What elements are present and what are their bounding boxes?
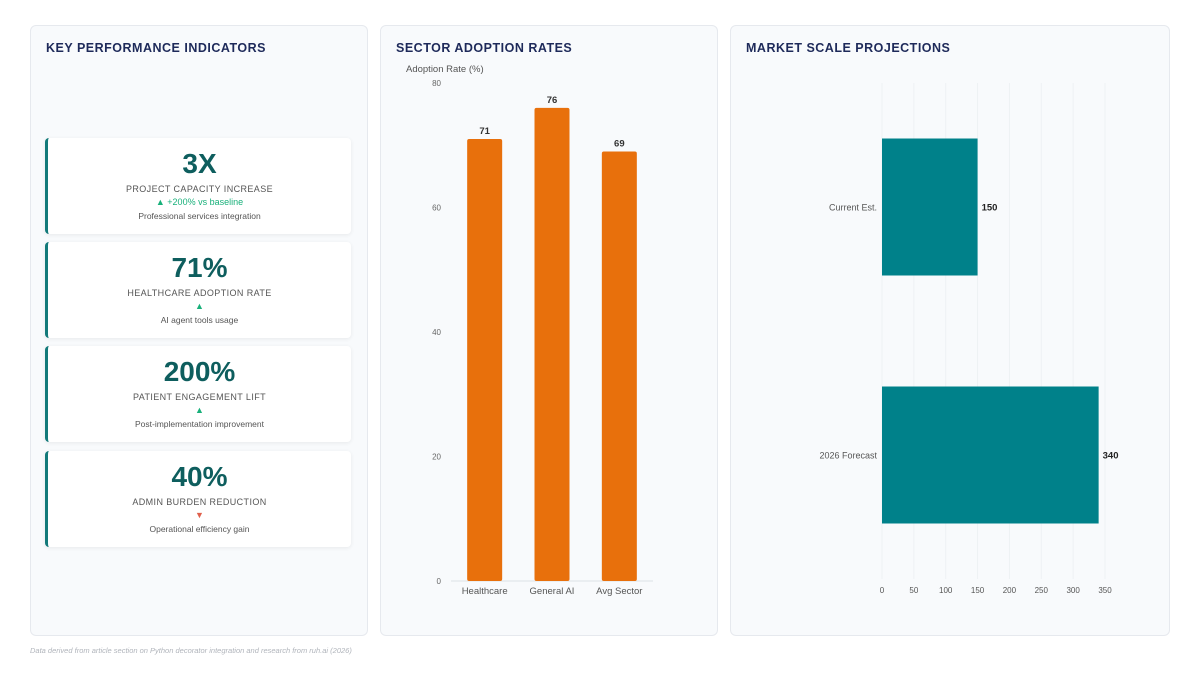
- y-tick-label: 0: [437, 577, 442, 586]
- kpi-card-healthcare: 71% HEALTHCARE ADOPTION RATE ▲ AI agent …: [45, 242, 351, 338]
- kpi-note: Post-implementation improvement: [135, 419, 264, 429]
- bar-2026-forecast: [882, 386, 1099, 524]
- bar-healthcare: [467, 139, 503, 581]
- kpi-label: HEALTHCARE ADOPTION RATE: [127, 288, 272, 298]
- y-tick-label: 60: [432, 204, 441, 213]
- market-scale-chart: 0 50 100 150 200 250 300 350 150 Current Est. 340 2…: [819, 83, 1119, 595]
- kpi-label: PROJECT CAPACITY INCREASE: [125, 184, 274, 194]
- data-label: 150: [982, 203, 998, 214]
- kpi-value: 3X: [182, 148, 217, 179]
- kpi-note: Professional services integration: [138, 211, 261, 221]
- x-tick-label: 200: [1003, 586, 1017, 595]
- x-tick-label: 250: [1035, 586, 1049, 595]
- kpi-panel: KEY PERFORMANCE INDICATORS 3X PROJECT CA…: [30, 25, 368, 636]
- x-tick-label: 0: [880, 586, 885, 595]
- kpi-panel-title: KEY PERFORMANCE INDICATORS: [46, 41, 266, 55]
- kpi-delta-up: ▲ +200% vs baseline: [155, 197, 244, 207]
- bar-avg-sector: [601, 151, 637, 581]
- kpi-delta-up: ▲: [195, 405, 204, 415]
- bar-current-est-: [882, 138, 978, 276]
- y-tick-label: 40: [432, 328, 441, 337]
- kpi-value: 40%: [171, 461, 228, 492]
- y-tick-label: 20: [432, 453, 441, 462]
- x-tick-label: 150: [971, 586, 985, 595]
- market-panel-title: MARKET SCALE PROJECTIONS: [746, 41, 951, 55]
- kpi-label: PATIENT ENGAGEMENT LIFT: [132, 392, 267, 402]
- sector-adoption-chart: Adoption Rate (%) 0 20 40 60 80 71 Healthcare 76…: [406, 64, 653, 597]
- kpi-card-admin: 40% ADMIN BURDEN REDUCTION ▼ Operational…: [45, 451, 351, 547]
- x-tick-label: 350: [1098, 586, 1112, 595]
- kpi-card-engagement: 200% PATIENT ENGAGEMENT LIFT ▲ Post-impl…: [45, 346, 351, 442]
- kpi-note: AI agent tools usage: [160, 315, 239, 325]
- y-tick-label: 80: [432, 79, 441, 88]
- x-tick-label: Avg Sector: [596, 586, 642, 597]
- kpi-label: ADMIN BURDEN REDUCTION: [132, 497, 267, 507]
- sector-panel: SECTOR ADOPTION RATES Adoption Rate (%) 0…: [380, 25, 718, 636]
- kpi-delta-up: ▲: [195, 301, 204, 311]
- x-tick-label: 100: [939, 586, 953, 595]
- bar-general-ai: [534, 107, 570, 582]
- kpi-note: Operational efficiency gain: [149, 524, 250, 534]
- kpi-value: 200%: [163, 356, 236, 387]
- footer-note: Data derived from article section on Pyt…: [30, 646, 352, 655]
- x-tick-label: 50: [909, 586, 918, 595]
- sector-panel-title: SECTOR ADOPTION RATES: [396, 41, 573, 55]
- y-axis-label: Adoption Rate (%): [406, 64, 484, 75]
- x-tick-label: Healthcare: [462, 586, 508, 597]
- x-tick-label: General AI: [530, 586, 575, 597]
- kpi-delta-down: ▼: [195, 510, 204, 520]
- market-panel: MARKET SCALE PROJECTIONS 0 50 100 150 200 250…: [730, 25, 1170, 636]
- x-tick-label: 300: [1066, 586, 1080, 595]
- y-tick-label: 2026 Forecast: [819, 451, 877, 461]
- data-label: 71: [479, 126, 490, 137]
- data-label: 69: [614, 138, 625, 149]
- kpi-card-capacity: 3X PROJECT CAPACITY INCREASE ▲ +200% vs …: [45, 138, 351, 234]
- kpi-value: 71%: [171, 252, 228, 283]
- data-label: 76: [547, 95, 558, 106]
- data-label: 340: [1103, 451, 1119, 462]
- y-tick-label: Current Est.: [829, 203, 877, 213]
